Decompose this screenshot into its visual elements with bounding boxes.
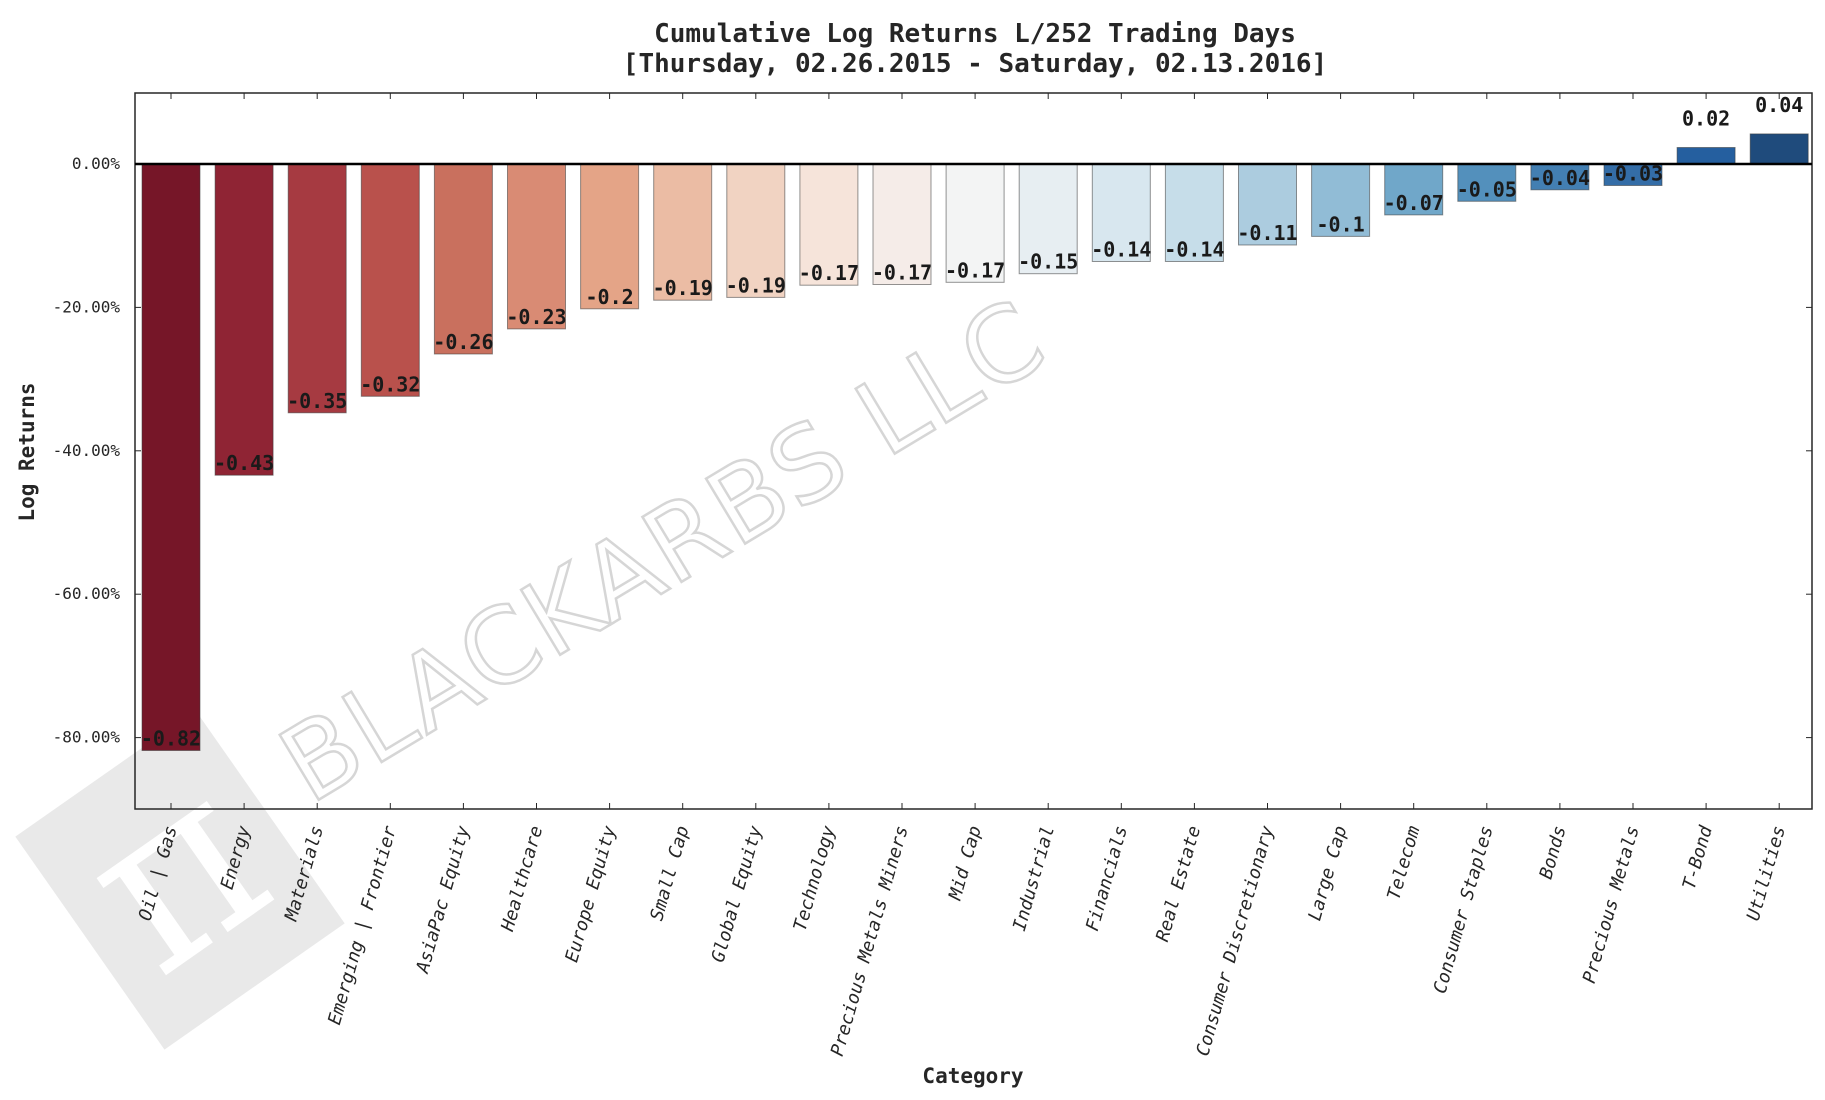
bar — [1018, 163, 1078, 275]
x-axis-label: Category — [922, 1064, 1024, 1088]
bar — [507, 163, 566, 330]
bar — [1749, 133, 1809, 165]
data-label: 0.02 — [1682, 107, 1730, 131]
x-tick-label: Consumer Discretionary — [1192, 823, 1278, 1058]
y-tick-label: -40.00% — [53, 441, 121, 460]
data-label: -0.17 — [872, 261, 932, 285]
data-label: -0.05 — [1457, 177, 1517, 201]
data-label: -0.1 — [1317, 212, 1365, 236]
chart-subtitle: [Thursday, 02.26.2015 - Saturday, 02.13.… — [623, 49, 1327, 79]
x-tick-label: AsiaPac Equity — [412, 823, 474, 976]
data-label: -0.17 — [945, 258, 1005, 282]
bar — [1164, 163, 1224, 262]
bars — [141, 133, 1809, 751]
data-label: -0.23 — [506, 305, 566, 329]
chart-title: Cumulative Log Returns L/252 Trading Day… — [654, 19, 1296, 49]
x-tick-label: Healthcare — [497, 824, 547, 935]
bar — [799, 163, 859, 286]
data-label: -0.43 — [214, 451, 274, 475]
bar — [945, 163, 1005, 283]
x-tick-label: T-Bond — [1679, 822, 1717, 891]
bar — [214, 163, 274, 476]
y-axis-tick-labels: 0.00% -20.00% -40.00% -60.00% -80.00% — [53, 154, 121, 747]
x-tick-label: Global Equity — [708, 823, 767, 964]
axis-ticks — [135, 93, 1812, 809]
bar — [726, 163, 786, 298]
data-label: -0.35 — [287, 389, 347, 413]
x-tick-label: Small Cap — [646, 824, 693, 924]
x-tick-label: Bonds — [1536, 824, 1571, 882]
y-tick-label: -80.00% — [53, 728, 121, 747]
x-tick-label: Consumer Staples — [1430, 824, 1498, 996]
bar — [433, 163, 493, 355]
data-label: -0.19 — [726, 273, 786, 297]
data-label: -0.19 — [653, 276, 713, 300]
bar — [653, 163, 713, 301]
bar — [1238, 163, 1297, 246]
x-tick-label: Large Cap — [1304, 824, 1351, 924]
bar — [141, 163, 201, 751]
data-label: -0.04 — [1530, 166, 1590, 190]
bar — [1676, 147, 1736, 165]
x-tick-label: Utilities — [1743, 824, 1790, 924]
data-label: -0.07 — [1384, 191, 1444, 215]
data-label: 0.04 — [1755, 93, 1803, 117]
data-label: -0.26 — [433, 330, 493, 354]
data-label: -0.2 — [586, 285, 634, 309]
x-tick-label: Financials — [1082, 824, 1132, 934]
data-label: -0.14 — [1091, 238, 1151, 262]
data-label: -0.82 — [141, 727, 201, 751]
x-tick-label: Technology — [790, 823, 840, 933]
bar — [580, 163, 640, 310]
bar — [872, 163, 932, 285]
data-label: -0.14 — [1164, 238, 1224, 262]
x-tick-label: Industrial — [1009, 824, 1059, 934]
data-label: -0.17 — [799, 261, 859, 285]
data-label: -0.03 — [1603, 162, 1663, 186]
bar — [287, 163, 347, 414]
x-tick-label: Telecom — [1383, 823, 1424, 902]
x-tick-label: Real Estate — [1152, 824, 1205, 944]
data-label: -0.11 — [1237, 221, 1297, 245]
y-tick-label: -20.00% — [53, 297, 121, 316]
x-tick-label: Precious Metals Miners — [827, 824, 913, 1059]
x-tick-label: Europe Equity — [561, 823, 620, 964]
bar — [1091, 163, 1151, 262]
data-label: -0.15 — [1018, 250, 1078, 274]
watermark-logo-bg — [15, 710, 345, 1050]
x-tick-label: Mid Cap — [945, 824, 986, 904]
data-labels: -0.82-0.43-0.35-0.32-0.26-0.23-0.2 -0.19-… — [141, 93, 1803, 751]
bar — [1311, 163, 1371, 237]
y-tick-label: 0.00% — [72, 154, 121, 173]
x-tick-label: Precious Metals — [1579, 824, 1644, 986]
y-axis-label: Log Returns — [15, 382, 39, 521]
bar — [360, 163, 420, 397]
y-tick-label: -60.00% — [53, 584, 121, 603]
data-label: -0.32 — [360, 372, 420, 396]
